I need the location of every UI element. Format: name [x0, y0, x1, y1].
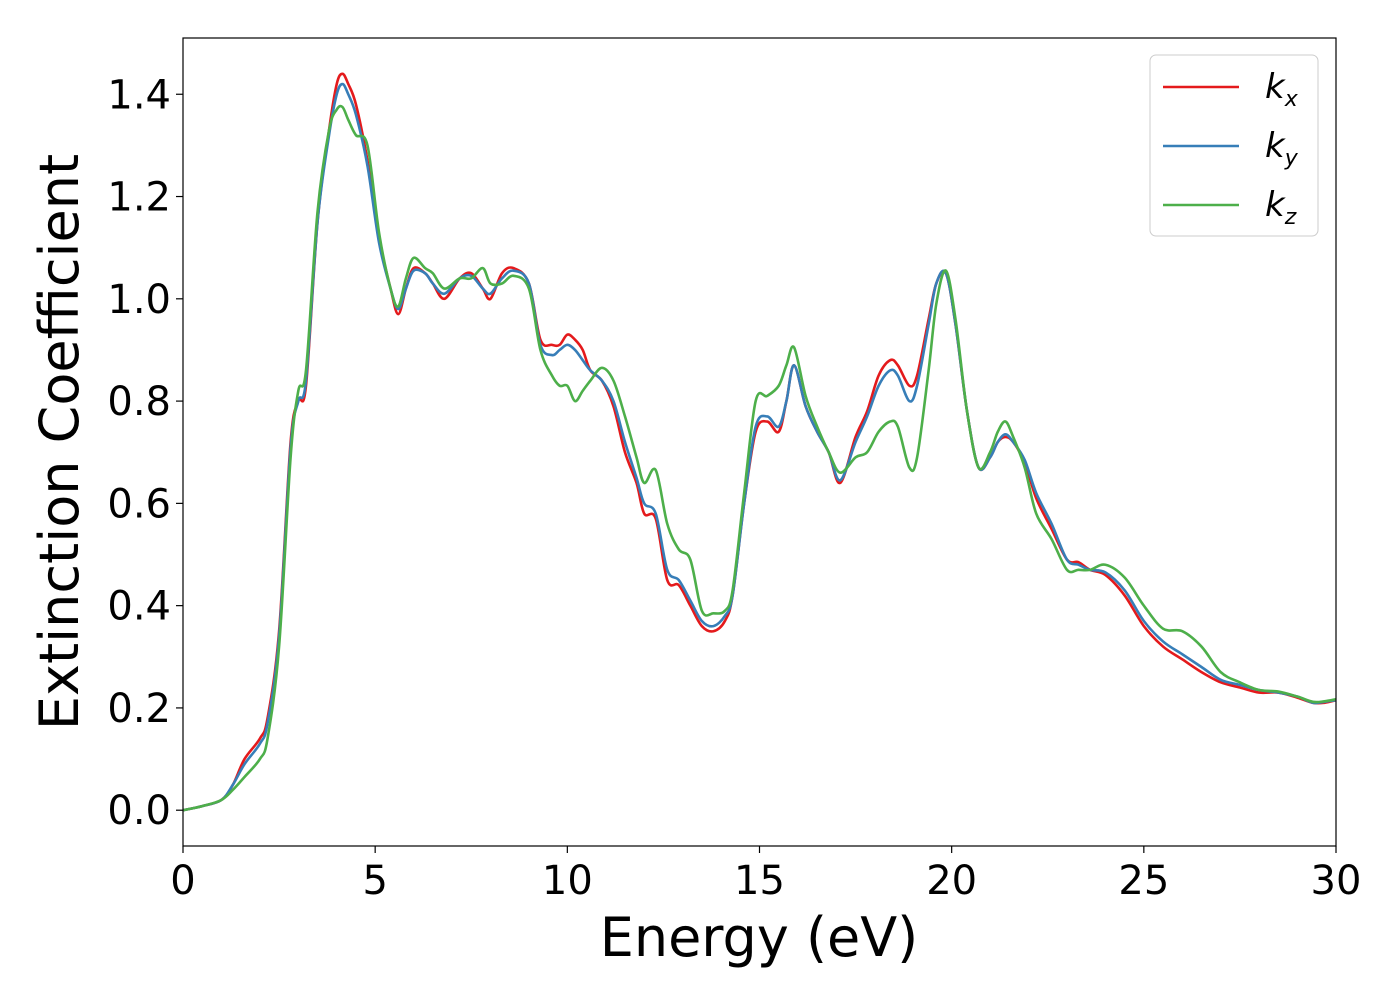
series-line-kx — [182, 72, 1337, 812]
x-tick-label: 25 — [1118, 858, 1169, 904]
y-tick-label: 0.8 — [107, 379, 171, 425]
x-axis: 0 5 10 15 20 25 30 — [170, 846, 1361, 904]
y-tick-label: 1.0 — [107, 277, 171, 323]
x-axis-title: Energy (eV) — [600, 906, 919, 969]
y-tick-label: 0.0 — [107, 788, 171, 834]
y-tick-label: 0.2 — [107, 686, 171, 732]
y-axis-title: Extinction Coefficient — [28, 154, 91, 730]
legend-label-kx: kx — [1265, 67, 1299, 112]
y-axis: 0.0 0.2 0.4 0.6 0.8 1.0 1.2 1.4 — [107, 72, 183, 834]
y-tick-label: 1.4 — [107, 72, 171, 118]
series-layer — [182, 72, 1337, 812]
x-tick-label: 0 — [170, 858, 195, 904]
x-tick-label: 15 — [734, 858, 785, 904]
series-line-kz — [182, 104, 1337, 812]
y-tick-label: 0.6 — [107, 481, 171, 527]
y-tick-label: 1.2 — [107, 175, 171, 221]
x-tick-label: 10 — [542, 858, 593, 904]
legend: kx ky kz — [1149, 54, 1319, 237]
series-line-ky — [182, 82, 1337, 812]
x-tick-label: 20 — [926, 858, 977, 904]
legend-label-ky: ky — [1265, 126, 1299, 171]
y-tick-label: 0.4 — [107, 584, 171, 630]
legend-label-kz: kz — [1265, 185, 1297, 230]
x-tick-label: 5 — [362, 858, 387, 904]
x-tick-label: 30 — [1311, 858, 1362, 904]
